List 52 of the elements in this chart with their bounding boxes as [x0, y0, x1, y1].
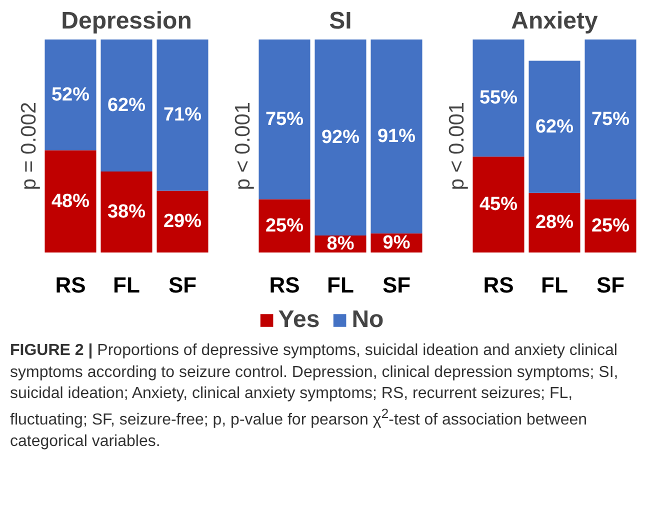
- bar: [370, 40, 422, 234]
- data-label: 9%: [382, 232, 410, 254]
- y-axis-title: p = 0.002: [18, 102, 40, 190]
- x-tick-label: FL: [113, 272, 140, 298]
- data-label: 92%: [321, 126, 360, 148]
- bar: [44, 150, 96, 252]
- y-axis-title: p < 0.001: [446, 102, 468, 190]
- data-label: 91%: [377, 126, 416, 147]
- data-label: 75%: [591, 108, 630, 130]
- bar: [528, 192, 580, 252]
- y-axis-title: p < 0.001: [232, 102, 254, 190]
- data-label: 62%: [535, 116, 574, 138]
- data-label: 25%: [591, 215, 630, 236]
- bar: [258, 199, 310, 252]
- data-label: 62%: [107, 95, 146, 116]
- chart-title: Anxiety: [511, 8, 598, 34]
- bar: [472, 156, 524, 252]
- data-label: 71%: [163, 104, 202, 126]
- bar: [314, 40, 366, 236]
- data-label: 38%: [107, 202, 146, 223]
- data-label: 52%: [51, 84, 90, 106]
- x-tick-label: RS: [55, 272, 86, 298]
- x-tick-label: SF: [596, 272, 625, 298]
- chart-title: SI: [329, 8, 352, 34]
- chart-title: Depression: [61, 8, 192, 34]
- x-tick-label: SF: [382, 272, 411, 298]
- x-tick-label: FL: [327, 272, 354, 298]
- data-label: 48%: [51, 190, 90, 212]
- data-label: 45%: [479, 194, 518, 216]
- text: FIGURE 2 | Proportions of depressive symptoms, suicidal ideation and anxiety clinical symptoms according to seizure control. Depression, clinical depression symptoms; SI, suicidal ideation; Anxiety, clinical anxiety symptoms; RS, recurrent seizures; FL, fluctuating; SF, seizure-free; p, p-value for pearson χ$^{2}$-test of association between categorical variables.: [10, 342, 618, 450]
- bar: [100, 172, 152, 252]
- bar: [472, 40, 524, 157]
- x-tick-label: RS: [483, 272, 514, 298]
- bar: [584, 40, 636, 200]
- legend-label: Yes: [278, 306, 320, 334]
- bar: [156, 40, 208, 191]
- bar: [258, 40, 310, 200]
- bar: [156, 190, 208, 252]
- bar: [100, 40, 152, 172]
- x-tick-label: FL: [541, 272, 568, 298]
- data-label: 55%: [479, 88, 518, 109]
- data-label: 28%: [535, 212, 574, 234]
- bar: [44, 40, 96, 150]
- data-label: 29%: [163, 211, 202, 232]
- legend-label: No: [352, 306, 384, 334]
- x-tick-label: RS: [269, 272, 300, 298]
- data-label: 75%: [265, 108, 304, 130]
- bar: [584, 199, 636, 252]
- data-label: 25%: [265, 215, 304, 236]
- data-label: 8%: [326, 233, 354, 254]
- x-tick-label: SF: [168, 272, 197, 298]
- bar: [528, 60, 580, 193]
